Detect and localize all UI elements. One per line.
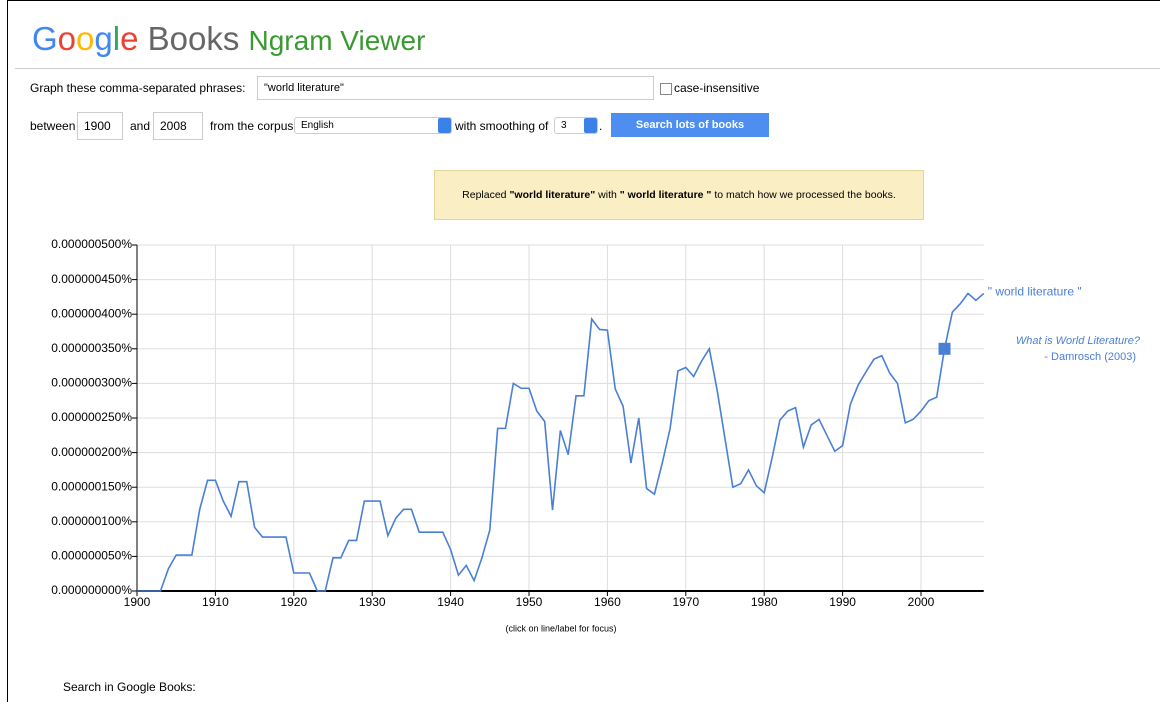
checkbox[interactable] xyxy=(660,83,672,95)
and-label: and xyxy=(130,119,151,133)
y-tick-label: 0.000000300% xyxy=(51,376,132,390)
end-year[interactable]: 2008 xyxy=(153,112,203,140)
x-tick-label: 1930 xyxy=(359,595,386,609)
select-arrow xyxy=(438,118,451,133)
y-tick-label: 0.000000150% xyxy=(51,479,132,493)
annotation-marker xyxy=(938,342,951,355)
smoothing-label: with smoothing of xyxy=(455,119,549,133)
logo-books: Books xyxy=(147,20,240,57)
x-tick-label: 1950 xyxy=(516,595,543,609)
logo-letter: o xyxy=(57,20,77,57)
corpus-label: from the corpus xyxy=(210,119,294,133)
corpus-value: English xyxy=(301,120,334,131)
series-label: " world literature " xyxy=(988,285,1082,299)
chart-note: (click on line/label for focus) xyxy=(505,623,616,633)
case-label: case-insensitive xyxy=(674,81,760,95)
x-tick-label: 1980 xyxy=(751,595,778,609)
logo-letter: e xyxy=(120,20,139,57)
y-tick-label: 0.000000200% xyxy=(51,445,132,459)
x-tick-label: 1970 xyxy=(672,595,699,609)
smoothing-select[interactable]: 3 xyxy=(554,117,598,134)
phrases-input[interactable]: "world literature" xyxy=(257,76,654,100)
x-tick-label: 1910 xyxy=(202,595,229,609)
y-tick-label: 0.000000400% xyxy=(51,306,132,320)
y-tick-label: 0.000000100% xyxy=(51,514,132,528)
product-name: Ngram Viewer xyxy=(248,25,426,56)
y-tick-label: 0.000000500% xyxy=(51,237,132,251)
x-tick-label: 1900 xyxy=(124,595,151,609)
frame-top xyxy=(7,0,1160,1)
notice: Replaced "world literature" with " world… xyxy=(434,170,924,220)
y-tick-label: 0.000000350% xyxy=(51,341,132,355)
search-button[interactable]: Search lots of books xyxy=(611,113,769,137)
select-arrow xyxy=(584,118,597,133)
footer-label: Search in Google Books: xyxy=(63,680,196,694)
x-tick-label: 1940 xyxy=(437,595,464,609)
x-tick-label: 1920 xyxy=(280,595,307,609)
logo-letter: G xyxy=(32,20,58,57)
logo-letter: l xyxy=(112,20,121,57)
series-line xyxy=(137,292,985,592)
notice-replacement: " world literature " xyxy=(619,189,712,201)
corpus-select[interactable]: English xyxy=(294,117,452,134)
between-label: between xyxy=(30,119,76,133)
phrases-value: "world literature" xyxy=(264,82,344,94)
end-year-value: 2008 xyxy=(160,119,187,133)
y-tick-label: 0.000000000% xyxy=(51,583,132,597)
start-year-value: 1900 xyxy=(84,119,111,133)
start-year[interactable]: 1900 xyxy=(77,112,123,140)
phrases-label: Graph these comma-separated phrases: xyxy=(30,81,246,95)
period: . xyxy=(599,119,603,133)
y-tick-label: 0.000000250% xyxy=(51,410,132,424)
y-tick-label: 0.000000050% xyxy=(51,549,132,563)
notice-original: "world literature" xyxy=(509,189,596,201)
notice-text: Replaced xyxy=(462,189,510,201)
logo-letter: o xyxy=(76,20,95,57)
notice-text: to match how we processed the books. xyxy=(711,189,896,201)
logo: Google Books Ngram Viewer xyxy=(32,20,425,58)
notice-text: with xyxy=(595,189,620,201)
annotation-author: - Damrosch (2003) xyxy=(1044,351,1136,363)
y-tick-label: 0.000000450% xyxy=(51,272,132,286)
x-tick-label: 2000 xyxy=(908,595,935,609)
x-tick-label: 1990 xyxy=(829,595,856,609)
smoothing-value: 3 xyxy=(561,120,567,131)
annotation-title: What is World Literature? xyxy=(1016,335,1141,347)
x-tick-label: 1960 xyxy=(594,595,621,609)
button-label: Search lots of books xyxy=(635,119,745,131)
header-rule xyxy=(15,68,1160,69)
frame-left xyxy=(7,0,8,702)
logo-letter: g xyxy=(94,20,113,57)
